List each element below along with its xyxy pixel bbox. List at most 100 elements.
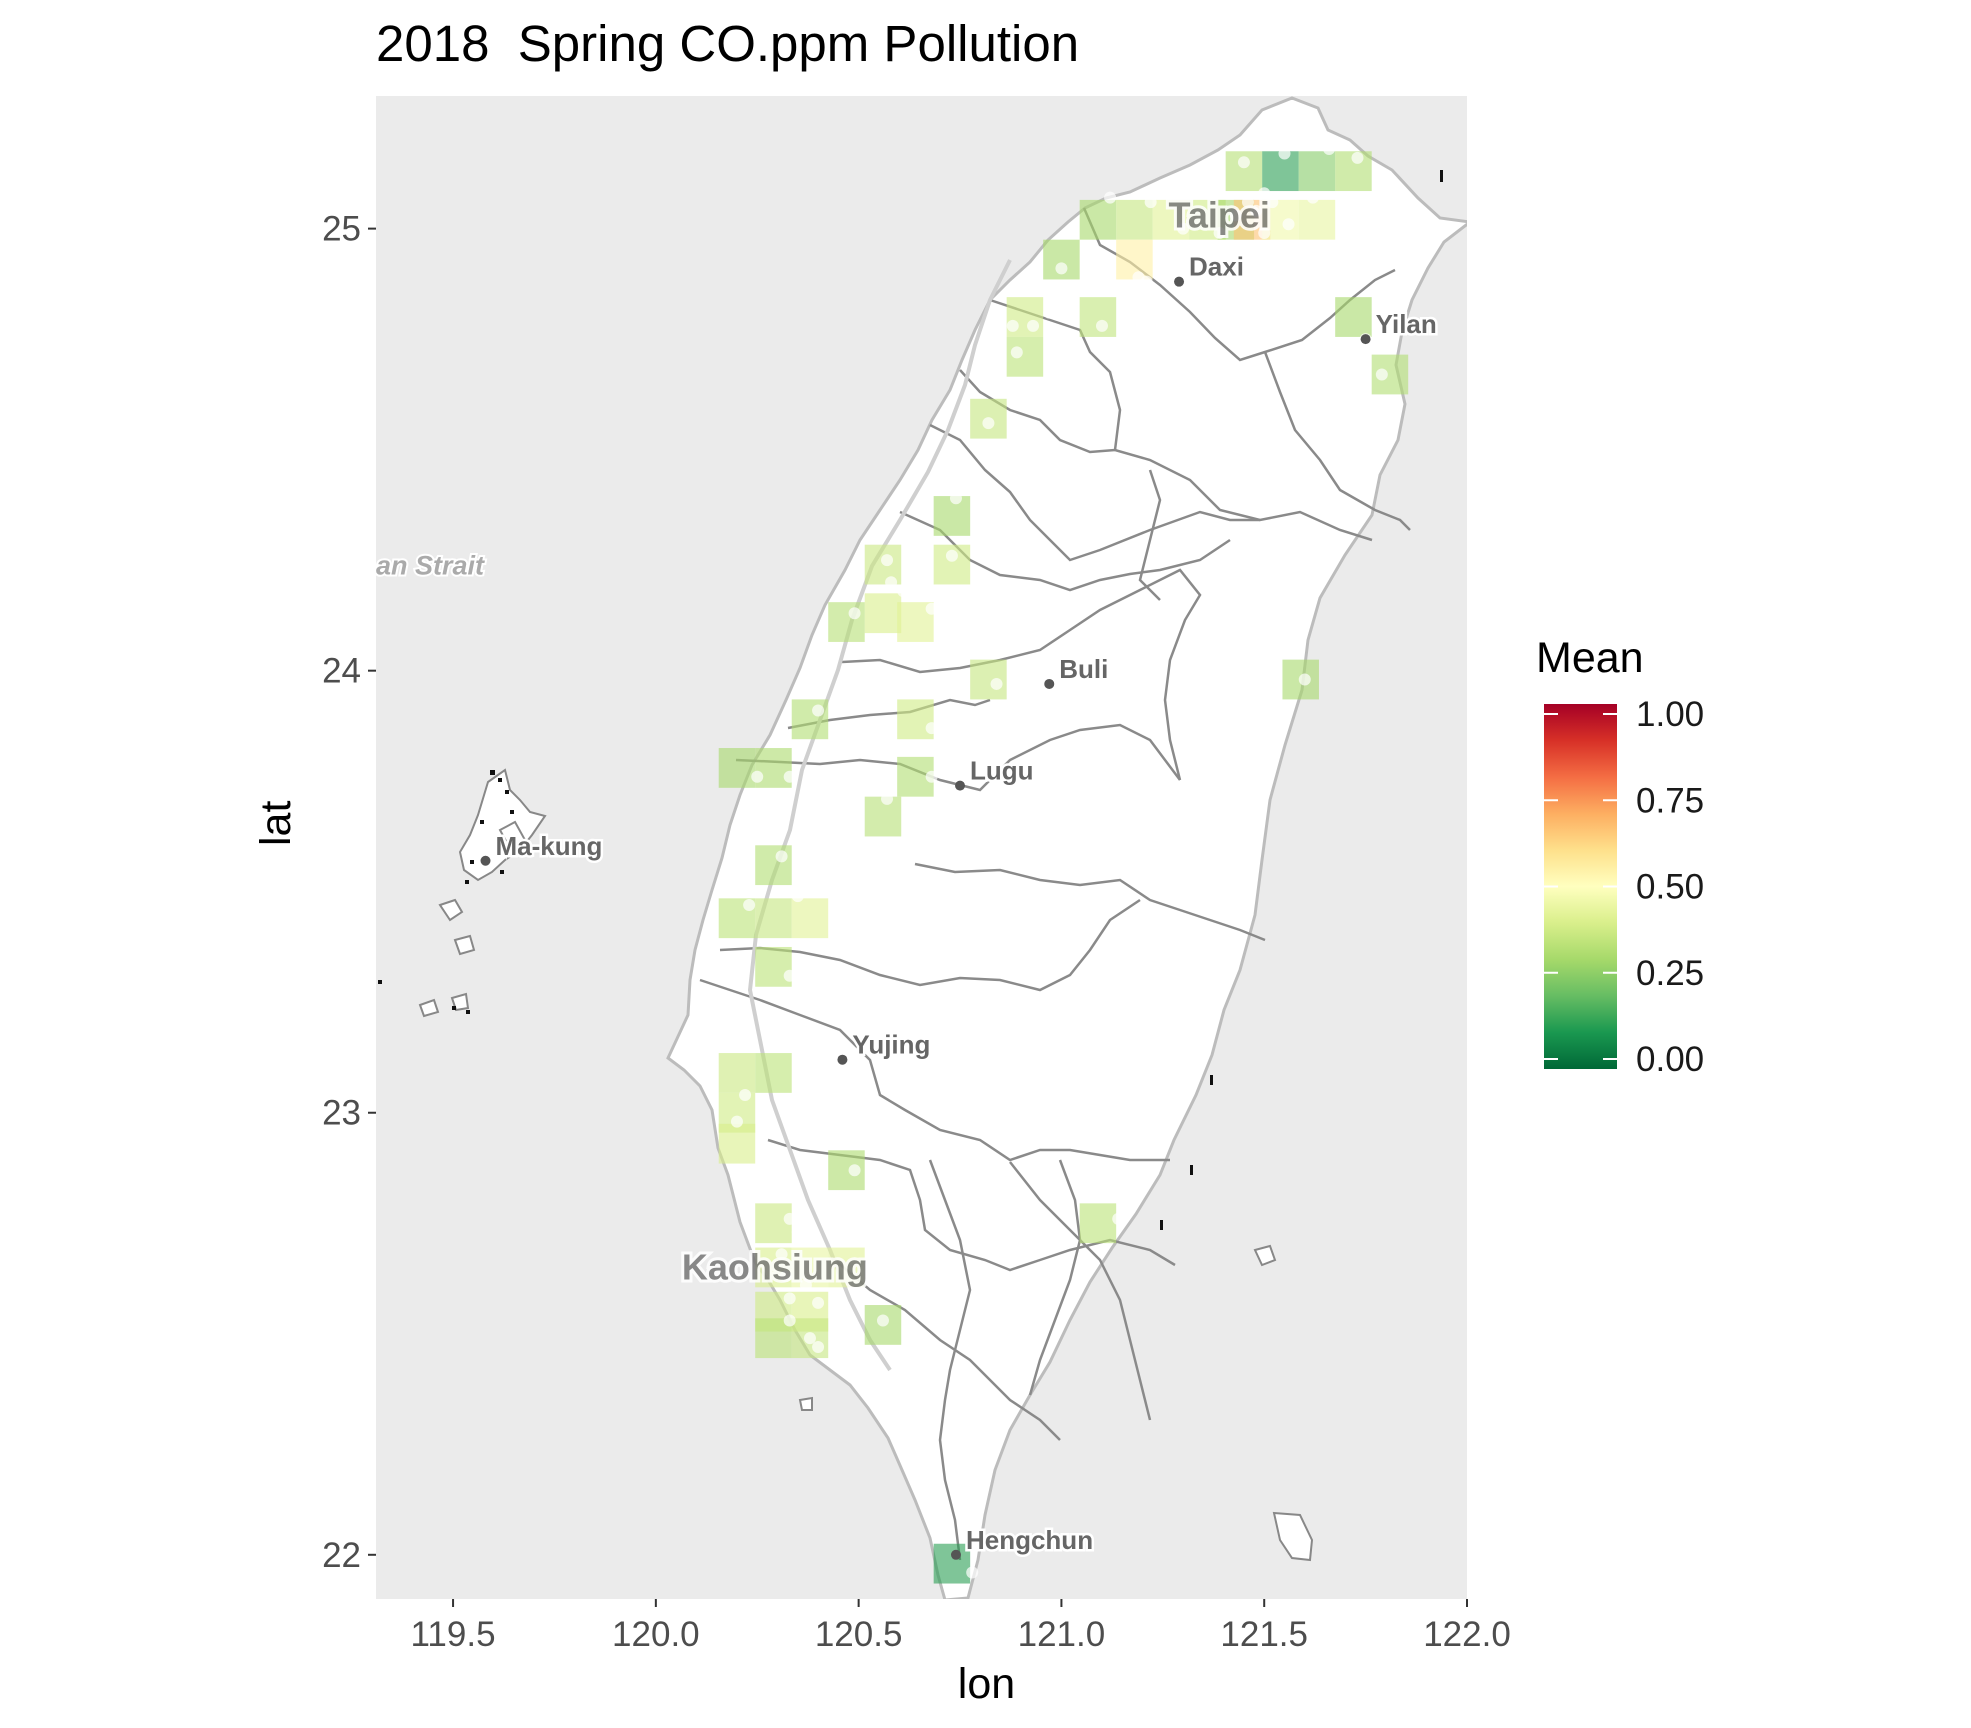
place-dot — [1174, 276, 1185, 287]
station-point — [848, 1164, 861, 1177]
station-point — [1375, 368, 1388, 381]
heatmap-cell — [718, 1123, 756, 1164]
station-point — [812, 1341, 825, 1354]
station-point — [1241, 196, 1254, 209]
station-point — [1006, 319, 1019, 332]
station-point — [848, 607, 861, 620]
station-point — [885, 576, 898, 589]
station-point — [1258, 227, 1271, 240]
legend: 0.00 0.25 0.50 0.75 1.00 — [1544, 695, 1704, 1079]
heatmap-cell — [828, 602, 865, 642]
station-point — [739, 1089, 752, 1102]
heatmap-cell — [1298, 199, 1336, 240]
x-tick-label: 121.0 — [1018, 1615, 1106, 1654]
station-point — [1213, 227, 1226, 240]
place-label: Daxi — [1189, 252, 1244, 282]
heatmap-cell — [897, 699, 934, 740]
place-dot — [955, 780, 966, 791]
taiwan-landmass — [666, 96, 1467, 1599]
station-point — [1306, 191, 1319, 204]
station-point — [1351, 151, 1364, 164]
penghu-islands — [418, 768, 1314, 1562]
heatmap-cell — [755, 748, 792, 788]
station-point — [872, 633, 885, 646]
heatmap-cell — [755, 946, 792, 987]
x-tick-label: 121.5 — [1220, 1615, 1308, 1654]
legend-label: 1.00 — [1636, 695, 1704, 734]
station-point — [881, 792, 894, 805]
station-point — [1140, 275, 1153, 288]
station-point — [783, 770, 796, 783]
heatmap-cell — [718, 748, 756, 788]
heatmap-cell — [1079, 199, 1117, 240]
station-point — [1323, 143, 1336, 156]
station-point — [1055, 262, 1068, 275]
station-point — [1229, 209, 1242, 222]
station-point — [945, 549, 958, 562]
station-point — [990, 677, 1003, 690]
place-label: Ma-kung — [496, 831, 603, 861]
station-point — [925, 770, 938, 783]
station-point — [1298, 673, 1311, 686]
station-point — [803, 1332, 816, 1345]
station-point — [925, 602, 938, 615]
place-dot — [480, 855, 491, 866]
x-axis-title: lon — [957, 1660, 1016, 1708]
station-point — [1177, 222, 1190, 235]
station-point — [783, 1292, 796, 1305]
heatmap-cell — [970, 659, 1007, 700]
station-point — [812, 1296, 825, 1309]
place-label: Lugu — [970, 756, 1034, 786]
station-point — [1282, 218, 1295, 231]
y-axis: 22 23 24 25 — [322, 210, 376, 1575]
heatmap-cell — [755, 1053, 792, 1093]
place-dot — [1044, 678, 1055, 689]
heatmap-cell — [1006, 336, 1044, 377]
station-point — [925, 722, 938, 735]
x-tick-label: 120.0 — [612, 1615, 700, 1654]
station-point — [949, 492, 962, 505]
heatmap-cell — [755, 898, 792, 939]
place-label: Taipei — [1169, 194, 1270, 235]
x-axis: 119.5 120.0 120.5 121.0 121.5 122.0 — [411, 1599, 1511, 1654]
x-tick-label: 119.5 — [411, 1615, 496, 1654]
place-label: Yujing — [852, 1030, 930, 1060]
heatmap-cell — [1079, 1203, 1117, 1244]
station-point — [1010, 346, 1023, 359]
station-point — [1043, 306, 1056, 319]
heatmap-cell — [791, 898, 829, 939]
heatmap-cell — [791, 699, 829, 740]
legend-label: 0.00 — [1636, 1040, 1704, 1079]
place-dot — [1360, 334, 1371, 345]
heatmap-cell — [1079, 297, 1117, 337]
station-point — [775, 850, 788, 863]
station-point — [751, 770, 764, 783]
x-tick-label: 120.5 — [815, 1615, 903, 1654]
heatmap-cell — [828, 1247, 865, 1288]
station-point — [982, 417, 995, 430]
heatmap-cell — [1335, 297, 1372, 337]
basemap — [378, 96, 1467, 1599]
station-point — [1278, 147, 1291, 160]
legend-label: 0.50 — [1636, 868, 1704, 907]
station-point — [743, 898, 756, 911]
y-tick-label: 24 — [322, 652, 361, 691]
place-label: Hengchun — [966, 1525, 1093, 1555]
station-points — [730, 143, 1388, 1579]
station-point — [1095, 319, 1108, 332]
station-point — [1237, 156, 1250, 169]
station-point — [1258, 187, 1271, 200]
y-tick-label: 25 — [322, 210, 361, 249]
station-point — [1266, 196, 1279, 209]
legend-title: Mean — [1536, 634, 1644, 682]
heatmap-cell — [864, 593, 902, 634]
station-point — [1027, 319, 1040, 332]
legend-label: 0.25 — [1636, 954, 1704, 993]
heatmap-cells — [718, 151, 1409, 1584]
station-point — [791, 1226, 804, 1239]
legend-label: 0.75 — [1636, 781, 1704, 820]
station-point — [779, 1270, 792, 1283]
place-labels: Taipei Daxi Yilan Buli Lugu Ma-kung Yujing Kaoh… — [376, 191, 1439, 1560]
station-point — [783, 1212, 796, 1225]
